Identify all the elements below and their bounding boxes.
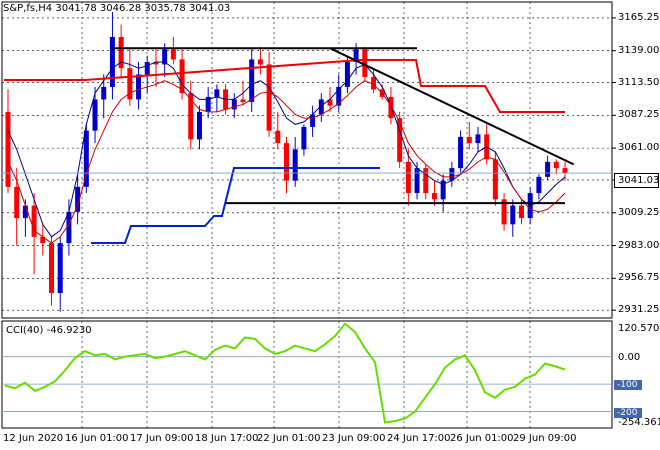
- ma-fast-line: [7, 61, 566, 238]
- price-tick-label: 3009.25: [618, 206, 660, 218]
- chart-title: S&P,fs,H4 3041.78 3046.28 3035.78 3041.0…: [3, 3, 230, 15]
- candle-body: [353, 49, 359, 62]
- candle-body: [545, 161, 551, 177]
- candle-body: [162, 49, 168, 65]
- time-tick-label: 24 Jun 17:00: [387, 433, 451, 444]
- candle-body: [275, 130, 281, 144]
- lower-step-line: [91, 167, 380, 244]
- upper-step-line: [4, 59, 565, 113]
- cci-title: CCI(40) -46.9230: [6, 325, 92, 336]
- candle-body: [257, 59, 263, 65]
- candle-body: [14, 186, 20, 219]
- candle-body: [5, 111, 11, 187]
- candle-body: [188, 93, 194, 140]
- candle-body: [57, 243, 63, 294]
- candle-body: [440, 180, 446, 200]
- candle-body: [466, 136, 472, 144]
- time-tick-label: 22 Jun 01:00: [257, 433, 321, 444]
- candle-body: [249, 59, 255, 102]
- candle-body: [536, 176, 542, 194]
- candle-body: [301, 126, 307, 150]
- symbol-label: S&P,fs,H4: [3, 3, 53, 14]
- price-tick-label: 2931.25: [618, 304, 660, 316]
- candle-body: [284, 143, 289, 181]
- price-tick-label: 3087.25: [618, 109, 660, 121]
- cci-level-0: 0.00: [618, 352, 641, 363]
- time-tick-label: 23 Jun 09:00: [322, 433, 386, 444]
- candle-body: [475, 134, 481, 144]
- candle-body: [153, 61, 159, 65]
- cci-level-minus200: -200: [614, 408, 642, 418]
- candle-body: [266, 64, 272, 131]
- candle-body: [414, 168, 420, 194]
- candle-body: [205, 96, 211, 112]
- candle-body: [423, 168, 429, 194]
- time-tick-label: 12 Jun 2020: [3, 433, 64, 444]
- price-tick-label: 2956.75: [618, 272, 660, 284]
- candle-body: [92, 99, 98, 131]
- candle-body: [83, 130, 89, 187]
- candle-body: [196, 111, 202, 140]
- current-price-box: 3041.03: [614, 173, 659, 188]
- candle-body: [240, 99, 246, 102]
- candle-body: [49, 243, 55, 294]
- candle-body: [388, 96, 394, 119]
- candle-body: [553, 161, 559, 169]
- candle-body: [344, 61, 350, 87]
- candle-body: [397, 118, 403, 162]
- time-tick-label: 29 Jun 09:00: [513, 433, 577, 444]
- price-tick-label: 2983.00: [618, 239, 660, 251]
- candle-body: [510, 205, 516, 225]
- candle-body: [179, 59, 185, 94]
- candle-body: [371, 76, 377, 90]
- cci-panel-frame: [1, 320, 613, 429]
- candle-body: [40, 236, 46, 244]
- candle-body: [66, 211, 72, 244]
- candle-body: [22, 205, 28, 219]
- candle-body: [144, 61, 150, 75]
- trendline-line: [329, 47, 575, 166]
- candle-body: [109, 36, 115, 87]
- candle-body: [492, 159, 498, 200]
- ma-slow-line: [7, 80, 566, 244]
- price-tick-label: 3113.50: [618, 76, 660, 88]
- candle-body: [101, 86, 107, 100]
- candle-body: [170, 49, 176, 60]
- time-tick-label: 26 Jun 01:00: [450, 433, 514, 444]
- price-tick-label: 3061.00: [618, 142, 660, 154]
- time-tick-label: 16 Jun 01:00: [65, 433, 129, 444]
- cci-max-label: 120.5702: [618, 323, 660, 334]
- candle-body: [327, 99, 333, 106]
- time-tick-label: 17 Jun 09:00: [130, 433, 194, 444]
- main-panel-frame: [1, 1, 613, 319]
- candle-body: [118, 36, 124, 69]
- candle-body: [292, 149, 298, 181]
- candle-body: [431, 193, 437, 200]
- candle-body: [362, 49, 368, 77]
- candle-body: [310, 114, 316, 127]
- candle-body: [31, 205, 37, 237]
- time-tick-label: 18 Jun 17:00: [195, 433, 259, 444]
- candle-body: [405, 161, 411, 194]
- candle-body: [562, 168, 568, 174]
- cci-min-label: -254.3618: [618, 417, 660, 428]
- candle-body: [458, 136, 464, 169]
- candle-body: [318, 99, 324, 115]
- price-tick-label: 3165.25: [618, 11, 660, 23]
- candle-body: [136, 74, 142, 100]
- cci-line: [4, 322, 566, 424]
- candle-body: [127, 68, 133, 100]
- cci-level-minus100: -100: [614, 380, 642, 390]
- candle-body: [336, 86, 342, 106]
- candle-body: [214, 89, 220, 97]
- candle-body: [501, 199, 507, 225]
- candle-body: [231, 99, 237, 110]
- ohlc-values: 3041.78 3046.28 3035.78 3041.03: [55, 3, 231, 14]
- price-tick-label: 3139.00: [618, 44, 660, 56]
- candle-body: [75, 186, 81, 212]
- candle-body: [518, 205, 524, 219]
- candle-body: [449, 168, 455, 181]
